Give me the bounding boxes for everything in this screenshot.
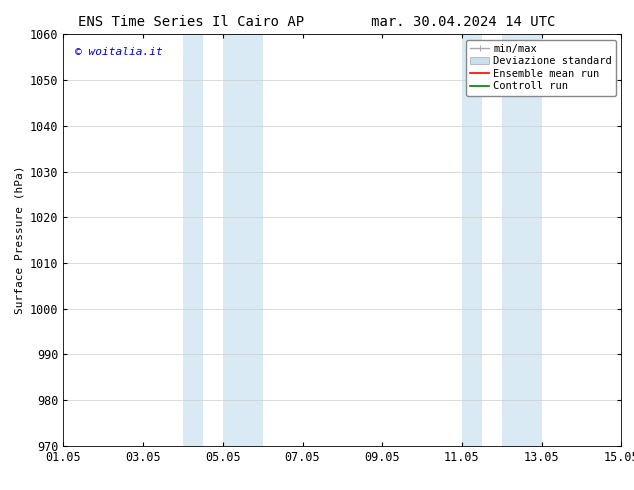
Y-axis label: Surface Pressure (hPa): Surface Pressure (hPa): [15, 166, 25, 315]
Legend: min/max, Deviazione standard, Ensemble mean run, Controll run: min/max, Deviazione standard, Ensemble m…: [466, 40, 616, 96]
Bar: [462, 34, 482, 446]
Text: © woitalia.it: © woitalia.it: [75, 47, 162, 57]
Bar: [223, 34, 262, 446]
Bar: [183, 34, 203, 446]
Bar: [501, 34, 541, 446]
Text: ENS Time Series Il Cairo AP        mar. 30.04.2024 14 UTC: ENS Time Series Il Cairo AP mar. 30.04.2…: [79, 15, 555, 29]
